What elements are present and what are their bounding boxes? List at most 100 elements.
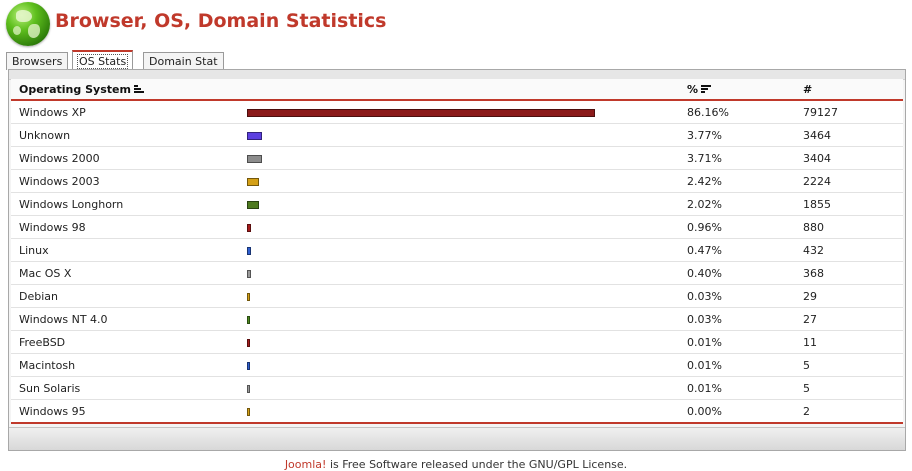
percent-cell: 0.03% (679, 307, 795, 331)
header: Browser, OS, Domain Statistics (0, 0, 912, 50)
bar-cell (239, 261, 679, 285)
percent-cell: 0.01% (679, 330, 795, 354)
tab-domain-stat[interactable]: Domain Stat (143, 52, 224, 70)
os-name-cell: Debian (11, 284, 239, 308)
percent-cell: 86.16% (679, 100, 795, 124)
percent-cell: 3.71% (679, 146, 795, 170)
usage-bar (247, 223, 251, 232)
bar-cell (239, 146, 679, 170)
os-name-cell: Mac OS X (11, 261, 239, 285)
stats-panel: Operating System % # Windows XP 86.16% 791… (8, 69, 906, 451)
table-row: Mac OS X 0.40% 368 (11, 261, 903, 285)
bar-cell (239, 238, 679, 262)
header-operating-system[interactable]: Operating System (11, 79, 239, 101)
os-name-cell: Linux (11, 238, 239, 262)
table-row: Sun Solaris 0.01% 5 (11, 376, 903, 400)
header-count[interactable]: # (795, 79, 903, 101)
table-row: Windows 95 0.00% 2 (11, 399, 903, 424)
os-name-cell: FreeBSD (11, 330, 239, 354)
tab-browsers[interactable]: Browsers (6, 52, 69, 70)
table-row: Macintosh 0.01% 5 (11, 353, 903, 377)
bar-cell (239, 100, 679, 124)
table-row: Windows 98 0.96% 880 (11, 215, 903, 239)
header-percent[interactable]: % (679, 79, 795, 101)
table-row: Unknown 3.77% 3464 (11, 123, 903, 147)
count-cell: 27 (795, 307, 903, 331)
os-name-cell: Windows NT 4.0 (11, 307, 239, 331)
usage-bar (247, 200, 259, 209)
table-row: Windows Longhorn 2.02% 1855 (11, 192, 903, 216)
os-name-cell: Windows 98 (11, 215, 239, 239)
percent-cell: 3.77% (679, 123, 795, 147)
tab-os-stats[interactable]: OS Stats (72, 50, 134, 71)
count-cell: 880 (795, 215, 903, 239)
bar-cell (239, 353, 679, 377)
percent-cell: 0.03% (679, 284, 795, 308)
table-row: FreeBSD 0.01% 11 (11, 330, 903, 354)
footer: Joomla! is Free Software released under … (0, 458, 912, 471)
table-row: Debian 0.03% 29 (11, 284, 903, 308)
count-cell: 368 (795, 261, 903, 285)
sort-icon[interactable] (701, 84, 712, 94)
os-name-cell: Windows XP (11, 100, 239, 124)
os-name-cell: Sun Solaris (11, 376, 239, 400)
bar-cell (239, 307, 679, 331)
usage-bar (247, 338, 250, 347)
percent-cell: 0.00% (679, 399, 795, 424)
os-name-cell: Windows Longhorn (11, 192, 239, 216)
percent-cell: 2.42% (679, 169, 795, 193)
usage-bar (247, 154, 262, 163)
table-row: Windows XP 86.16% 79127 (11, 100, 903, 124)
table-row: Windows 2000 3.71% 3404 (11, 146, 903, 170)
os-name-cell: Windows 95 (11, 399, 239, 424)
usage-bar (247, 131, 262, 140)
os-name-cell: Windows 2000 (11, 146, 239, 170)
percent-cell: 0.96% (679, 215, 795, 239)
os-stats-table: Operating System % # Windows XP 86.16% 791… (11, 79, 903, 424)
count-cell: 79127 (795, 100, 903, 124)
count-cell: 5 (795, 376, 903, 400)
count-cell: 11 (795, 330, 903, 354)
usage-bar (247, 108, 595, 117)
count-cell: 2224 (795, 169, 903, 193)
header-bar (239, 79, 679, 101)
bar-cell (239, 284, 679, 308)
os-name-cell: Unknown (11, 123, 239, 147)
percent-cell: 0.01% (679, 376, 795, 400)
percent-cell: 2.02% (679, 192, 795, 216)
table-header-row: Operating System % # (11, 79, 903, 101)
count-cell: 432 (795, 238, 903, 262)
sort-icon[interactable] (133, 84, 145, 94)
table-row: Windows NT 4.0 0.03% 27 (11, 307, 903, 331)
count-cell: 3464 (795, 123, 903, 147)
globe-logo-icon (6, 2, 50, 46)
table-row: Windows 2003 2.42% 2224 (11, 169, 903, 193)
count-cell: 2 (795, 399, 903, 424)
usage-bar (247, 177, 259, 186)
count-cell: 3404 (795, 146, 903, 170)
joomla-link[interactable]: Joomla! (284, 458, 327, 471)
usage-bar (247, 292, 250, 301)
panel-bottom-band (9, 427, 905, 450)
bar-cell (239, 169, 679, 193)
percent-cell: 0.40% (679, 261, 795, 285)
bar-cell (239, 399, 679, 424)
table-row: Linux 0.47% 432 (11, 238, 903, 262)
count-cell: 1855 (795, 192, 903, 216)
usage-bar (247, 246, 251, 255)
usage-bar (247, 384, 250, 393)
os-name-cell: Macintosh (11, 353, 239, 377)
usage-bar (247, 269, 251, 278)
usage-bar (247, 407, 250, 416)
bar-cell (239, 215, 679, 239)
os-name-cell: Windows 2003 (11, 169, 239, 193)
bar-cell (239, 192, 679, 216)
usage-bar (247, 361, 250, 370)
count-cell: 5 (795, 353, 903, 377)
percent-cell: 0.01% (679, 353, 795, 377)
footer-text: is Free Software released under the GNU/… (326, 458, 628, 471)
usage-bar (247, 315, 250, 324)
page-title: Browser, OS, Domain Statistics (55, 10, 387, 32)
percent-cell: 0.47% (679, 238, 795, 262)
bar-cell (239, 376, 679, 400)
